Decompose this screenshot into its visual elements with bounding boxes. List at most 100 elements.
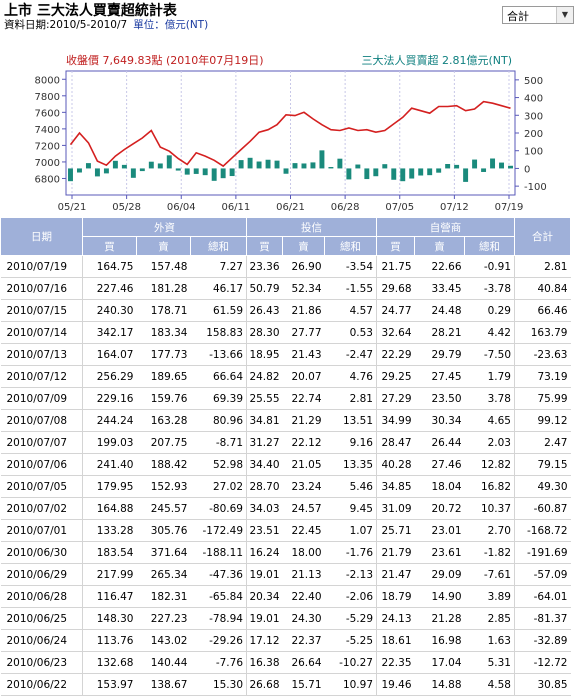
row-date: 2010/07/08 bbox=[0, 409, 83, 432]
table-cell: -10.27 bbox=[324, 651, 377, 674]
unit-label: 單位：億元(NT) bbox=[133, 19, 209, 31]
table-cell: 21.86 bbox=[282, 299, 325, 322]
table-cell: 2.70 bbox=[464, 519, 515, 542]
table-cell: 25.55 bbox=[246, 387, 283, 410]
table-cell: 164.88 bbox=[82, 497, 137, 520]
table-row: 2010/06/29 217.99 265.34 -47.36 19.01 21.13 -2… bbox=[0, 563, 571, 586]
table-cell: 29.79 bbox=[414, 343, 465, 366]
table-cell: 217.99 bbox=[82, 563, 137, 586]
table-cell: 1.07 bbox=[324, 519, 377, 542]
y-left-tick-label: 7400 bbox=[35, 125, 60, 136]
col-net: 總和 bbox=[190, 236, 247, 256]
table-cell: 21.29 bbox=[282, 409, 325, 432]
y-right-tick-label: 400 bbox=[524, 94, 543, 105]
y-left-tick-label: 7600 bbox=[35, 108, 60, 119]
table-cell: 21.28 bbox=[414, 607, 465, 630]
col-sell: 賣 bbox=[414, 236, 465, 256]
row-date: 2010/06/25 bbox=[0, 607, 83, 630]
table-cell: -12.72 bbox=[514, 651, 571, 674]
net-buy-bar bbox=[238, 160, 244, 169]
price-netbuy-chart: 收盤價 7,649.83點 (2010年07月19日) 三大法人買賣超 2.81… bbox=[35, 53, 547, 213]
table-cell: 188.42 bbox=[136, 453, 191, 476]
table-cell: 245.57 bbox=[136, 497, 191, 520]
table-row: 2010/07/07 199.03 207.75 -8.71 31.27 22.12 9.1… bbox=[0, 431, 571, 454]
right-legend: 三大法人買賣超 2.81億元(NT) bbox=[361, 53, 512, 67]
table-row: 2010/07/16 227.46 181.28 46.17 50.79 52.34 -1.… bbox=[0, 277, 571, 300]
table-cell: 19.46 bbox=[376, 673, 415, 696]
chevron-down-icon[interactable]: ▼ bbox=[556, 7, 573, 23]
table-cell: -2.06 bbox=[324, 585, 377, 608]
table-cell: 28.30 bbox=[246, 321, 283, 344]
table-cell: 116.47 bbox=[82, 585, 137, 608]
table-cell: 1.79 bbox=[464, 365, 515, 388]
table-cell: 26.64 bbox=[282, 651, 325, 674]
category-select[interactable]: 合計 ▼ bbox=[502, 6, 574, 24]
table-cell: -78.94 bbox=[190, 607, 247, 630]
table-cell: 31.09 bbox=[376, 497, 415, 520]
table-cell: 79.15 bbox=[514, 453, 571, 476]
table-cell: 163.28 bbox=[136, 409, 191, 432]
table-cell: 27.46 bbox=[414, 453, 465, 476]
table-cell: 30.34 bbox=[414, 409, 465, 432]
table-cell: 29.09 bbox=[414, 563, 465, 586]
net-buy-bar bbox=[85, 163, 91, 169]
x-tick-label: 06/21 bbox=[276, 202, 305, 213]
table-row: 2010/06/22 153.97 138.67 15.30 26.68 15.71 10.… bbox=[0, 673, 571, 696]
col-total: 合計 bbox=[514, 217, 571, 256]
table-cell: 133.28 bbox=[82, 519, 137, 542]
table-cell: 159.76 bbox=[136, 387, 191, 410]
y-right-tick-label: 0 bbox=[524, 164, 530, 175]
y-right-tick-label: -100 bbox=[524, 182, 547, 193]
table-cell: 46.17 bbox=[190, 277, 247, 300]
y-right-tick-label: 200 bbox=[524, 129, 543, 140]
table-cell: 69.39 bbox=[190, 387, 247, 410]
net-buy-bar bbox=[472, 159, 478, 169]
x-tick-label: 07/12 bbox=[440, 202, 469, 213]
table-cell: 18.95 bbox=[246, 343, 283, 366]
table-cell: 23.61 bbox=[414, 541, 465, 564]
table-cell: -168.72 bbox=[514, 519, 571, 542]
table-cell: -65.84 bbox=[190, 585, 247, 608]
table-cell: 24.13 bbox=[376, 607, 415, 630]
table-cell: 21.43 bbox=[282, 343, 325, 366]
table-cell: 22.29 bbox=[376, 343, 415, 366]
row-date: 2010/07/14 bbox=[0, 321, 83, 344]
table-cell: 15.71 bbox=[282, 673, 325, 696]
table-row: 2010/07/08 244.24 163.28 80.96 34.81 21.29 13.… bbox=[0, 409, 571, 432]
table-cell: 34.03 bbox=[246, 497, 283, 520]
table-cell: 2.81 bbox=[514, 255, 571, 278]
table-cell: 22.12 bbox=[282, 431, 325, 454]
table-cell: 52.34 bbox=[282, 277, 325, 300]
table-cell: -32.89 bbox=[514, 629, 571, 652]
table-row: 2010/06/24 113.76 143.02 -29.26 17.12 22.37 -5… bbox=[0, 629, 571, 652]
table-cell: 148.30 bbox=[82, 607, 137, 630]
net-buy-bar bbox=[490, 158, 496, 169]
table-cell: -57.09 bbox=[514, 563, 571, 586]
table-cell: 183.54 bbox=[82, 541, 137, 564]
net-buy-bar bbox=[77, 168, 82, 173]
table-cell: 4.76 bbox=[324, 365, 377, 388]
table-cell: 30.85 bbox=[514, 673, 571, 696]
table-cell: 22.74 bbox=[282, 387, 325, 410]
row-date: 2010/07/01 bbox=[0, 519, 83, 542]
table-cell: 66.46 bbox=[514, 299, 571, 322]
net-buy-bar bbox=[274, 160, 280, 169]
net-buy-bar bbox=[211, 168, 217, 181]
institutional-trading-table: 日期 外資 投信 自營商 合計 買 賣 總和 買 賣 總和 買 賣 總和 201… bbox=[0, 217, 571, 696]
table-row: 2010/07/14 342.17 183.34 158.83 28.30 27.77 0.… bbox=[0, 321, 571, 344]
table-cell: 164.75 bbox=[82, 255, 137, 278]
table-cell: 3.89 bbox=[464, 585, 515, 608]
x-tick-label: 05/28 bbox=[112, 202, 141, 213]
table-cell: 4.58 bbox=[464, 673, 515, 696]
table-cell: 9.16 bbox=[324, 431, 377, 454]
row-date: 2010/07/13 bbox=[0, 343, 83, 366]
table-cell: 17.04 bbox=[414, 651, 465, 674]
table-cell: 20.07 bbox=[282, 365, 325, 388]
table-cell: 23.50 bbox=[414, 387, 465, 410]
x-tick-label: 06/04 bbox=[167, 202, 196, 213]
table-cell: 28.70 bbox=[246, 475, 283, 498]
table-cell: 4.57 bbox=[324, 299, 377, 322]
y-right-tick-label: 100 bbox=[524, 147, 543, 158]
table-cell: 49.30 bbox=[514, 475, 571, 498]
table-cell: -80.69 bbox=[190, 497, 247, 520]
